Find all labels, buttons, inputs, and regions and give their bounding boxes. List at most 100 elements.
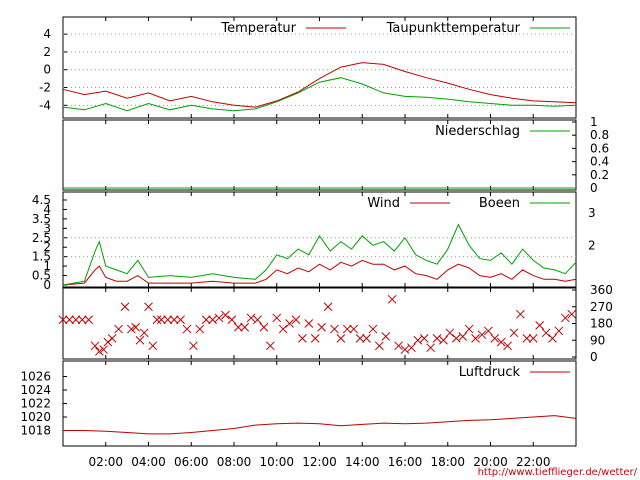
series-line-temperatur <box>62 62 577 108</box>
direction-point <box>139 328 149 338</box>
direction-point <box>201 315 211 325</box>
direction-point <box>464 324 474 334</box>
y-tick-label: 2.5 <box>32 231 51 245</box>
direction-point <box>240 322 250 332</box>
direction-point <box>471 334 480 343</box>
direction-point <box>548 334 557 343</box>
direction-point <box>317 322 326 332</box>
direction-point <box>233 322 243 332</box>
direction-point <box>144 302 153 312</box>
y-tick-label: 0 <box>590 350 598 364</box>
y-tick-label: 4 <box>43 202 51 216</box>
legend-label: Luftdruck <box>459 365 521 380</box>
direction-point <box>394 341 403 351</box>
direction-point <box>336 334 346 343</box>
x-tick-label: 04:00 <box>131 455 166 469</box>
direction-point <box>496 337 506 347</box>
direction-point <box>182 324 192 334</box>
direction-point <box>156 315 166 325</box>
y-tick-label: 0.5 <box>32 269 51 283</box>
direction-point <box>208 315 217 325</box>
direction-point <box>541 328 551 338</box>
x-tick-label: 18:00 <box>430 455 465 469</box>
x-tick-label: 12:00 <box>302 455 337 469</box>
series-line-boeen <box>62 223 577 286</box>
direction-point <box>567 309 577 319</box>
direction-point <box>560 313 570 323</box>
x-tick-label: 08:00 <box>217 455 252 469</box>
y-tick-label: 0.6 <box>590 141 609 155</box>
direction-point <box>362 334 371 343</box>
direction-point <box>323 302 333 312</box>
direction-point <box>484 326 493 336</box>
y-tick-label: -2 <box>39 81 51 95</box>
y-tick-label: 360 <box>590 283 613 297</box>
direction-point <box>381 332 391 341</box>
direction-point <box>94 347 104 356</box>
legend-label: Niederschlag <box>435 124 520 139</box>
y-tick-label: 180 <box>590 317 613 331</box>
direction-point <box>310 334 320 343</box>
direction-point <box>516 309 525 319</box>
right-y-tick-label: 3 <box>588 206 596 220</box>
x-tick-label: 02:00 <box>88 455 123 469</box>
y-tick-label: -4 <box>39 98 51 112</box>
direction-point <box>407 343 416 353</box>
direction-point <box>120 302 130 312</box>
direction-point <box>419 334 429 343</box>
direction-point <box>278 324 288 334</box>
direction-point <box>152 315 162 325</box>
direction-point <box>458 332 468 341</box>
panel-temp: -4 -2 0 2 4 Taupunkttemperatur Temperatur <box>39 16 577 119</box>
direction-point <box>445 328 455 338</box>
direction-point <box>90 341 100 351</box>
y-tick-label: 0 <box>43 63 51 77</box>
y-tick-label: 1 <box>590 115 598 129</box>
direction-point <box>355 334 365 343</box>
direction-point <box>135 335 145 345</box>
direction-point <box>426 343 436 353</box>
y-tick-label: 0.2 <box>590 168 609 182</box>
direction-point <box>77 315 87 325</box>
series-line-luftdruck <box>63 415 577 435</box>
legend-label: Wind <box>367 196 400 211</box>
y-tick-label: 90 <box>590 333 605 347</box>
x-tick-label: 22:00 <box>516 455 551 469</box>
direction-point <box>84 315 94 325</box>
direction-point <box>163 315 173 325</box>
direction-point <box>246 313 256 323</box>
direction-point <box>477 330 487 340</box>
direction-point <box>387 294 397 304</box>
direction-point <box>272 313 282 323</box>
direction-point <box>304 319 314 328</box>
series-line-wind <box>62 259 577 286</box>
direction-point <box>368 324 378 334</box>
y-tick-label: 1026 <box>20 370 51 384</box>
y-tick-label: 4.5 <box>32 193 51 207</box>
direction-point <box>221 310 230 320</box>
direction-point <box>195 324 205 334</box>
legend-label: Boeen <box>479 196 520 211</box>
direction-point <box>99 345 108 354</box>
legend-label: Temperatur <box>220 21 296 36</box>
y-tick-label: 270 <box>590 300 613 314</box>
direction-point <box>285 319 294 328</box>
direction-point <box>503 341 512 351</box>
direction-point <box>189 341 198 351</box>
direction-point <box>400 345 410 354</box>
x-tick-label: 16:00 <box>388 455 423 469</box>
direction-point <box>253 315 262 325</box>
x-tick-label: 14:00 <box>345 455 380 469</box>
direction-point <box>330 324 339 334</box>
direction-point <box>522 334 532 343</box>
panel-rain: 00.20.40.60.81 Niederschlag <box>62 115 609 195</box>
y-tick-label: 1.5 <box>32 250 51 264</box>
direction-point <box>127 324 136 334</box>
direction-point <box>490 334 500 343</box>
direction-point <box>259 322 269 332</box>
series-line-taupunkttemperatur <box>62 77 577 112</box>
direction-point <box>176 315 185 325</box>
y-tick-label: 2 <box>43 240 51 254</box>
